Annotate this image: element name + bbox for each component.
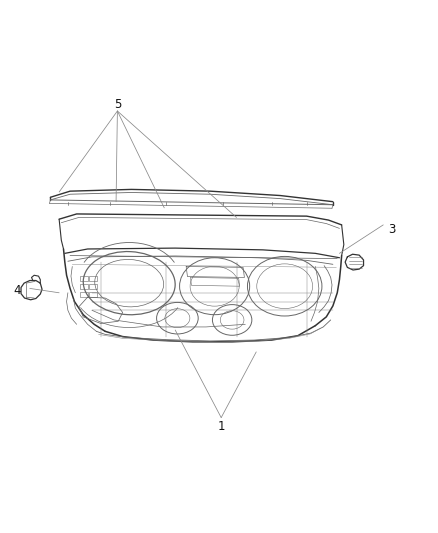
Text: 4: 4 — [14, 284, 21, 297]
Bar — [80, 276, 88, 281]
Text: 5: 5 — [114, 98, 121, 111]
Bar — [80, 284, 88, 289]
Text: 3: 3 — [389, 223, 396, 236]
Bar — [89, 284, 97, 289]
Text: 1: 1 — [217, 420, 225, 433]
Bar — [89, 276, 97, 281]
Bar — [80, 292, 88, 297]
Bar — [89, 292, 97, 297]
